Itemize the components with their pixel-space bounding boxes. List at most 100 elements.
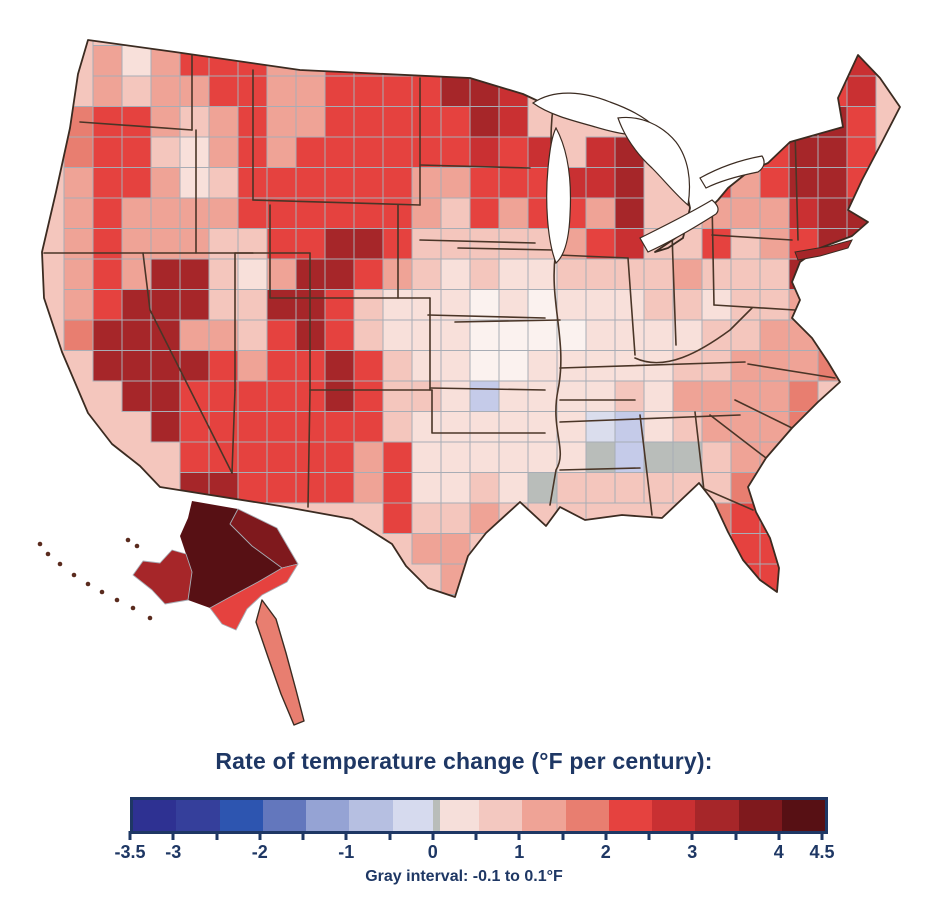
climate-division — [208, 136, 239, 168]
climate-division — [353, 167, 384, 199]
aleutian-island-dot — [71, 572, 77, 578]
climate-division — [469, 75, 500, 107]
climate-division — [556, 350, 587, 382]
climate-division — [266, 319, 297, 351]
climate-division — [701, 350, 732, 382]
climate-division — [150, 350, 181, 382]
climate-division — [92, 136, 123, 168]
climate-division — [730, 472, 761, 504]
legend-bin — [479, 800, 523, 831]
legend-gray-interval — [432, 800, 440, 831]
climate-division — [527, 289, 558, 321]
climate-division — [614, 380, 645, 412]
climate-division — [730, 563, 761, 595]
climate-division — [469, 472, 500, 504]
alaska-panhandle — [255, 599, 305, 726]
climate-division — [92, 75, 123, 107]
climate-division — [440, 106, 471, 138]
lake-ontario — [699, 155, 765, 189]
climate-division — [440, 502, 471, 534]
climate-division — [469, 502, 500, 534]
climate-division — [585, 289, 616, 321]
climate-division — [324, 228, 355, 260]
climate-division — [353, 411, 384, 443]
climate-division — [730, 228, 761, 260]
climate-division — [411, 319, 442, 351]
climate-division — [614, 197, 645, 229]
legend-tick-label: 2 — [600, 842, 611, 862]
climate-division — [440, 319, 471, 351]
climate-division — [759, 167, 790, 199]
climate-division — [179, 75, 210, 107]
climate-division — [324, 380, 355, 412]
climate-division — [237, 411, 268, 443]
climate-division — [440, 411, 471, 443]
climate-division — [324, 136, 355, 168]
climate-division — [324, 441, 355, 473]
legend-tick-label: 0 — [427, 842, 438, 862]
climate-division — [266, 441, 297, 473]
climate-division — [353, 319, 384, 351]
climate-division — [672, 258, 703, 290]
climate-division — [411, 228, 442, 260]
climate-division — [411, 533, 442, 565]
climate-division — [469, 136, 500, 168]
climate-division — [469, 380, 500, 412]
climate-division — [324, 167, 355, 199]
climate-division — [411, 136, 442, 168]
climate-division — [353, 136, 384, 168]
climate-division — [266, 167, 297, 199]
legend-bin — [608, 800, 652, 831]
climate-division — [266, 380, 297, 412]
climate-division — [63, 197, 94, 229]
climate-division — [759, 258, 790, 290]
climate-division — [469, 228, 500, 260]
climate-division — [237, 197, 268, 229]
climate-division — [324, 350, 355, 382]
climate-division — [92, 167, 123, 199]
climate-division — [92, 350, 123, 382]
climate-division — [411, 350, 442, 382]
climate-division — [411, 197, 442, 229]
alaska-southwest — [132, 549, 193, 605]
climate-division — [295, 197, 326, 229]
state-borders — [43, 51, 836, 516]
aleutian-island-dot — [99, 589, 105, 595]
climate-division — [121, 350, 152, 382]
climate-division — [759, 319, 790, 351]
climate-division — [179, 319, 210, 351]
climate-division — [92, 289, 123, 321]
climate-division — [121, 136, 152, 168]
climate-division — [672, 441, 703, 473]
climate-division — [382, 136, 413, 168]
climate-division — [759, 472, 790, 504]
climate-division — [353, 228, 384, 260]
climate-division — [788, 136, 819, 168]
climate-division — [179, 45, 210, 77]
climate-division — [585, 258, 616, 290]
climate-division — [440, 45, 471, 77]
aleutian-island-dot — [85, 581, 91, 587]
climate-division — [179, 106, 210, 138]
climate-division — [353, 350, 384, 382]
climate-division — [498, 319, 529, 351]
legend-title: Rate of temperature change (°F per centu… — [215, 748, 713, 774]
climate-division — [440, 563, 471, 595]
climate-division — [237, 319, 268, 351]
climate-division — [382, 350, 413, 382]
climate-division — [759, 350, 790, 382]
climate-division — [237, 441, 268, 473]
climate-division — [672, 380, 703, 412]
legend-tick — [215, 831, 218, 840]
legend-gray-note: Gray interval: -0.1 to 0.1°F — [365, 868, 563, 885]
climate-division — [585, 380, 616, 412]
climate-division — [266, 45, 297, 77]
climate-division — [266, 197, 297, 229]
climate-division — [324, 106, 355, 138]
climate-division — [63, 228, 94, 260]
climate-division — [556, 319, 587, 351]
climate-division — [295, 472, 326, 504]
climate-division — [150, 228, 181, 260]
climate-division — [585, 228, 616, 260]
